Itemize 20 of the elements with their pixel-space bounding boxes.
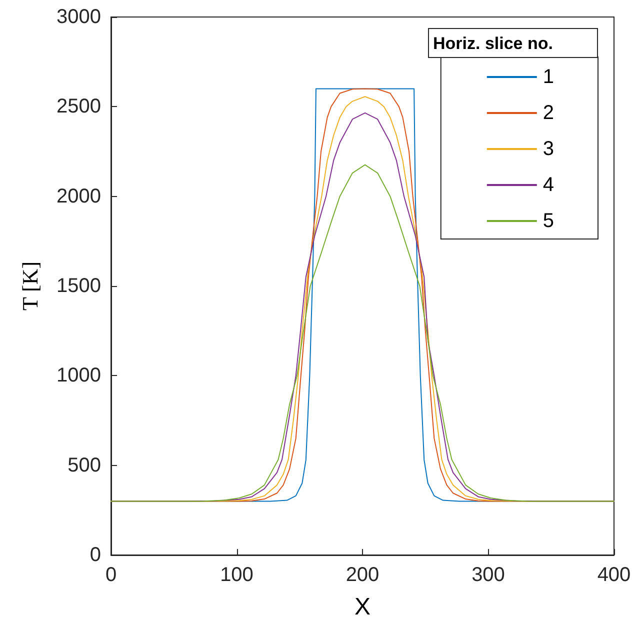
- x-tick-label: 100: [220, 564, 254, 586]
- x-tick-label: 400: [597, 564, 631, 586]
- y-tick-label: 3000: [56, 6, 101, 28]
- legend-label: 1: [542, 66, 554, 88]
- y-tick-label: 2500: [56, 96, 101, 118]
- legend-title: Horiz. slice no.: [433, 34, 553, 53]
- legend-label: 5: [542, 210, 554, 232]
- x-tick-label: 200: [346, 564, 380, 586]
- x-tick-label: 0: [105, 564, 117, 586]
- y-tick-label: 0: [90, 544, 101, 566]
- y-axis-title: T [K]: [18, 261, 42, 311]
- legend-label: 3: [542, 138, 554, 160]
- x-axis-title: X: [354, 594, 371, 620]
- y-tick-label: 2000: [56, 185, 101, 208]
- y-tick-label: 500: [68, 454, 101, 476]
- legend-label: 4: [542, 174, 554, 196]
- y-tick-label: 1500: [56, 275, 101, 297]
- legend-label: 2: [542, 102, 554, 124]
- x-tick-label: 300: [472, 564, 505, 586]
- y-tick-label: 1000: [56, 364, 101, 387]
